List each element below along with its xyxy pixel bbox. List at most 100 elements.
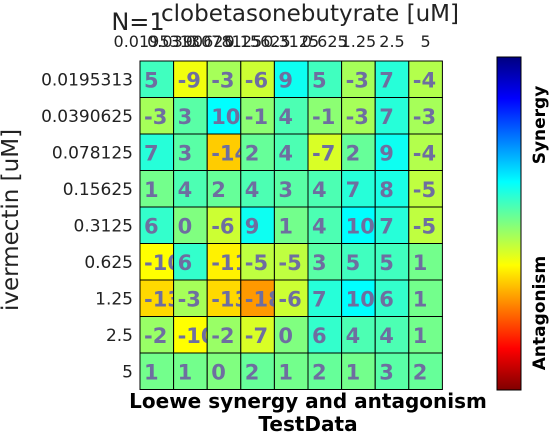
cell-value-label: 4	[312, 214, 327, 238]
cell-value-label: 1	[413, 324, 428, 348]
y-tick-label: 1.25	[95, 289, 133, 309]
cell-value-label: 4	[312, 178, 327, 202]
heatmap-cell	[307, 279, 343, 317]
cell-value-label: 4	[178, 178, 193, 202]
y-tick-label: 5	[122, 362, 133, 382]
x-tick-label: 0.0195313	[114, 32, 201, 51]
heatmap-cell	[374, 133, 410, 171]
cell-value-label: -7	[312, 141, 335, 165]
cell-value-label: -6	[245, 68, 268, 92]
heatmap-cell	[307, 316, 343, 354]
colorbar-label-antagonism: Antagonism	[530, 256, 550, 370]
heatmap-cell	[139, 279, 175, 317]
heatmap-cell	[240, 279, 275, 317]
heatmap-cell	[273, 97, 309, 135]
cell-value-label: -2	[211, 324, 234, 348]
cell-value-label: -5	[413, 214, 436, 238]
x-tick-labels: 0.01953130.03906250.0781250.156250.31250…	[114, 32, 431, 51]
heatmap-cell	[408, 206, 443, 244]
cell-value-label: 2	[211, 178, 226, 202]
cell-value-label: 1	[413, 287, 428, 311]
cell-value-label: -3	[346, 105, 369, 129]
cell-value-label: 0	[278, 324, 293, 348]
heatmap-cell	[173, 352, 208, 390]
heatmap-cell	[408, 279, 443, 317]
chart-title-line2: TestData	[258, 412, 357, 436]
cell-value-label: -3	[346, 68, 369, 92]
heatmap-cell	[374, 60, 410, 98]
cell-value-label: 2	[245, 141, 260, 165]
heatmap-cell	[139, 97, 175, 135]
heatmap-cell	[374, 316, 410, 354]
cell-value-label: -7	[245, 324, 268, 348]
cell-value-label: 10	[346, 287, 375, 311]
heatmap-cells: 5 -9 -3 -6 9 5 -3 7 -4-3 3 10 -1 4 -1 -3 7 -37 3 -142 4 -7 2 9…	[139, 60, 443, 390]
cell-value-label: 1	[178, 360, 193, 384]
heatmap-cell	[374, 97, 410, 135]
y-tick-label: 0.3125	[74, 216, 133, 236]
cell-value-label: 8	[379, 178, 394, 202]
cell-value-label: -4	[413, 141, 436, 165]
x-tick-label: 0.15625	[225, 32, 291, 51]
x-axis-label: clobetasonebutyrate [uM]	[161, 1, 459, 27]
cell-value-label: -1	[312, 105, 335, 129]
cell-value-label: 9	[278, 68, 293, 92]
cell-value-label: 1	[413, 251, 428, 275]
x-tick-label: 5	[421, 32, 431, 51]
heatmap-cell	[341, 206, 376, 244]
heatmap-cell	[307, 352, 343, 390]
cell-value-label: 3	[312, 251, 327, 275]
x-tick-label: 0.078125	[186, 32, 262, 51]
cell-value-label: 3	[278, 178, 293, 202]
y-tick-label: 0.625	[84, 253, 133, 273]
cell-value-label: 7	[379, 214, 394, 238]
y-tick-label: 0.15625	[63, 180, 133, 200]
cell-value-label: 1	[278, 214, 293, 238]
heatmap-cell	[273, 133, 309, 171]
heatmap-cell	[341, 97, 376, 135]
heatmap-cell	[374, 243, 410, 281]
x-tick-label: 2.5	[379, 32, 404, 51]
cell-value-label: 5	[346, 251, 361, 275]
cell-value-label: -5	[278, 251, 301, 275]
cell-value-label: 0	[211, 360, 226, 384]
heatmap-cell	[408, 352, 443, 390]
cell-value-label: 6	[312, 324, 327, 348]
cell-value-label: 7	[346, 178, 361, 202]
heatmap-cell	[206, 206, 242, 244]
heatmap-cell	[408, 316, 443, 354]
cell-value-label: 1	[346, 360, 361, 384]
y-tick-label: 2.5	[106, 326, 133, 346]
heatmap-cell	[206, 133, 242, 171]
cell-value-label: 7	[312, 287, 327, 311]
cell-value-label: 4	[346, 324, 361, 348]
cell-value-label: 2	[413, 360, 428, 384]
heatmap-cell	[139, 243, 175, 281]
cell-value-label: 2	[245, 360, 260, 384]
cell-value-label: 5	[312, 68, 327, 92]
x-tick-label: 0.625	[302, 32, 348, 51]
cell-value-label: 6	[379, 287, 394, 311]
y-tick-label: 0.078125	[52, 143, 133, 163]
chart-title-line1: Loewe synergy and antagonism	[129, 389, 487, 413]
cell-value-label: -3	[211, 68, 234, 92]
cell-value-label: 7	[379, 105, 394, 129]
cell-value-label: 10	[346, 214, 375, 238]
x-tick-label: 0.3125	[263, 32, 319, 51]
heatmap-cell	[173, 243, 208, 281]
cell-value-label: 4	[278, 105, 293, 129]
heatmap-cell	[173, 206, 208, 244]
heatmap-cell	[139, 316, 175, 354]
cell-value-label: 3	[178, 105, 193, 129]
cell-value-label: 5	[379, 251, 394, 275]
cell-value-label: -3	[413, 105, 436, 129]
colorbar	[496, 56, 522, 391]
heatmap-cell	[374, 279, 410, 317]
heatmap-cell	[273, 206, 309, 244]
cell-value-label: -9	[178, 68, 201, 92]
heatmap-cell	[206, 279, 242, 317]
heatmap-cell	[374, 206, 410, 244]
heatmap-cell	[206, 97, 242, 135]
heatmap-cell	[273, 352, 309, 390]
